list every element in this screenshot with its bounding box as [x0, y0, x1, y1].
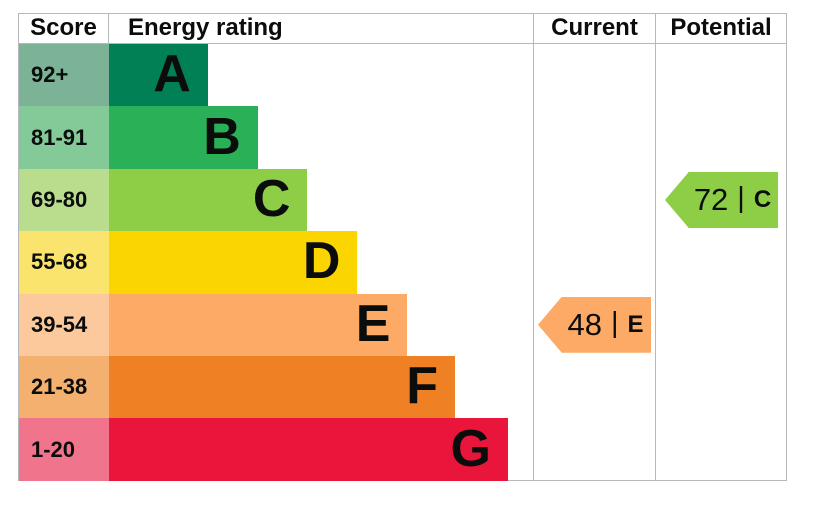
score-range-label: 39-54 — [19, 293, 109, 356]
band-row-f: 21-38 F — [19, 355, 786, 419]
current-rating-arrow: 48 | E — [538, 296, 651, 353]
rating-bar-b: B — [109, 106, 258, 169]
score-range-label: 1-20 — [19, 418, 109, 481]
rating-bar-area: A — [109, 44, 534, 107]
score-range-label: 92+ — [19, 44, 109, 107]
rating-bar-area: B — [109, 106, 534, 169]
score-range-label: 81-91 — [19, 106, 109, 169]
rating-bar-a: A — [109, 44, 208, 107]
potential-cell — [656, 106, 786, 168]
rating-bar-f: F — [109, 355, 455, 419]
current-cell — [534, 168, 656, 232]
band-letter: D — [302, 232, 341, 291]
arrow-band-letter: C — [753, 185, 772, 213]
rating-bar-area: D — [109, 231, 534, 294]
current-cell: 48 | E — [534, 293, 656, 356]
potential-column-header: Potential — [670, 14, 772, 41]
current-cell — [534, 355, 656, 419]
band-row-g: 1-20 G — [19, 418, 786, 481]
score-range-label: 21-38 — [19, 355, 109, 419]
band-row-d: 55-68 D — [19, 231, 786, 294]
rating-bar-g: G — [109, 418, 508, 481]
table-header-row: Score Energy rating Current Potential — [19, 14, 786, 44]
band-letter: F — [406, 357, 438, 416]
band-letter: A — [153, 45, 191, 104]
rating-bar-e: E — [109, 293, 408, 356]
rating-bar-area: G — [109, 418, 534, 481]
potential-cell — [656, 231, 786, 293]
current-cell — [534, 418, 656, 481]
band-row-a: 92+ A — [19, 44, 786, 107]
potential-cell: 72 | C — [656, 169, 786, 231]
rating-bar-area: F — [109, 355, 534, 419]
band-row-c: 69-80 C 72 | C — [19, 168, 786, 232]
current-cell — [534, 106, 656, 169]
score-range-label: 55-68 — [19, 231, 109, 294]
band-rows-container: 92+ A 81-91 B 69-80 C 72 | C — [19, 44, 786, 481]
band-letter: G — [450, 419, 491, 478]
band-letter: B — [203, 107, 241, 166]
arrow-band-letter: E — [627, 310, 644, 338]
arrow-separator: | — [610, 307, 619, 340]
arrow-score-value: 48 — [567, 306, 602, 342]
rating-bar-area: E — [109, 293, 534, 356]
band-row-b: 81-91 B — [19, 106, 786, 169]
score-column-header: Score — [19, 14, 109, 43]
current-cell — [534, 44, 656, 107]
current-cell — [534, 231, 656, 294]
band-letter: E — [355, 294, 391, 353]
arrow-score-value: 72 — [693, 181, 729, 217]
arrow-separator: | — [737, 182, 745, 215]
epc-rating-table: Score Energy rating Current Potential 92… — [18, 13, 787, 481]
potential-cell — [656, 294, 786, 356]
band-letter: C — [252, 169, 291, 228]
potential-cell — [656, 44, 786, 106]
current-column-header: Current — [534, 14, 656, 43]
energy-rating-column-header: Energy rating — [109, 14, 534, 43]
rating-bar-area: C — [109, 168, 534, 232]
rating-bar-c: C — [109, 168, 308, 232]
rating-bar-d: D — [109, 231, 358, 294]
potential-cell — [656, 418, 786, 480]
band-row-e: 39-54 E 48 | E — [19, 293, 786, 356]
potential-rating-arrow: 72 | C — [665, 171, 778, 228]
score-range-label: 69-80 — [19, 168, 109, 232]
potential-cell — [656, 356, 786, 418]
